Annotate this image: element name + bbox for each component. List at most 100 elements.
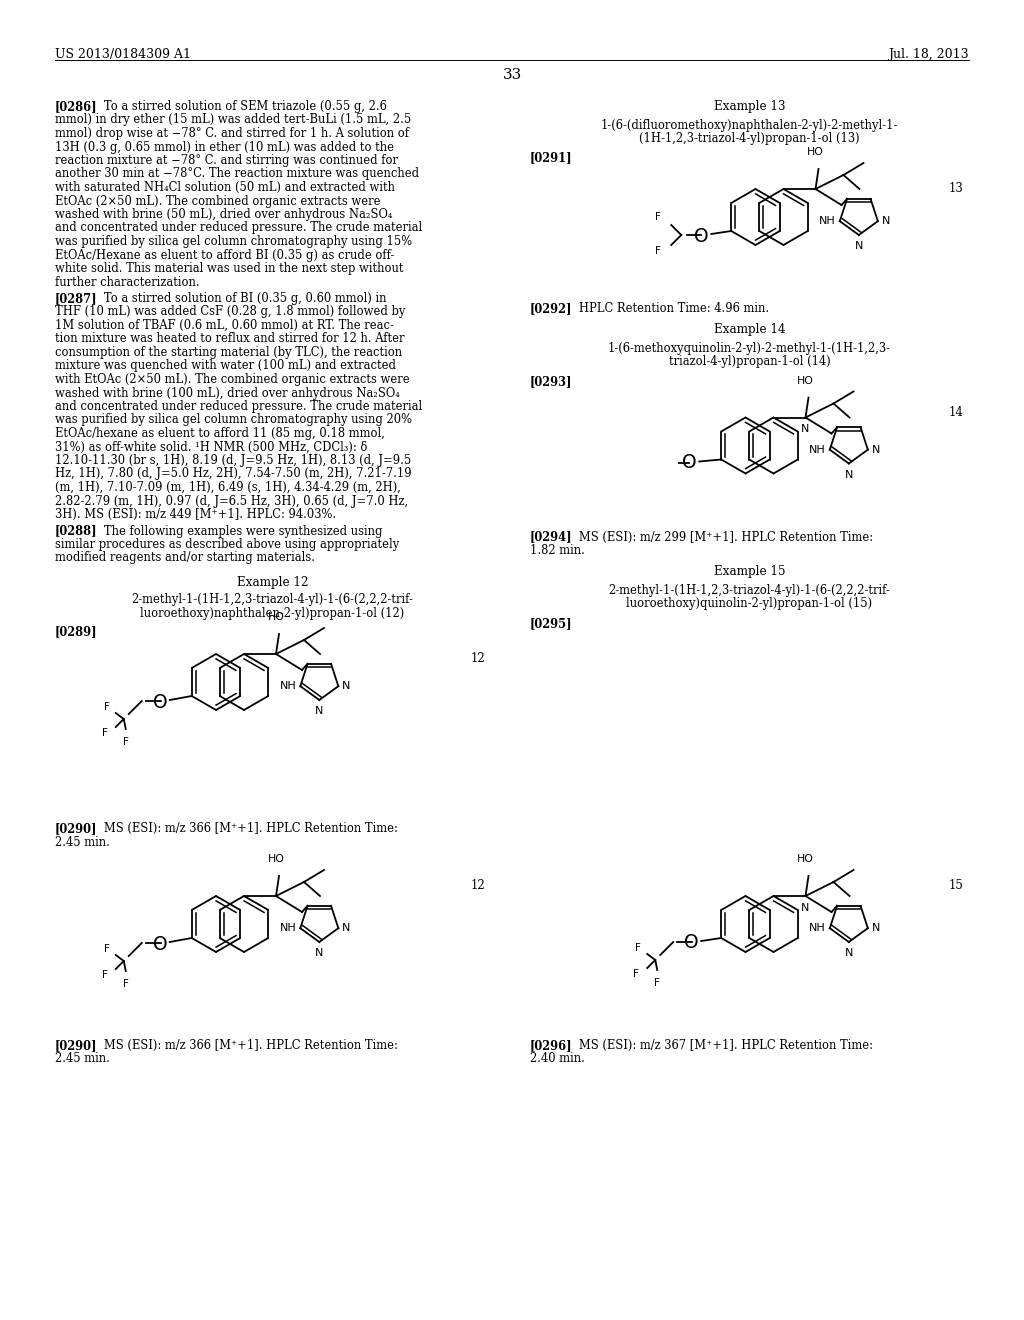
- Text: mixture was quenched with water (100 mL) and extracted: mixture was quenched with water (100 mL)…: [55, 359, 396, 372]
- Text: N: N: [315, 948, 324, 958]
- Text: F: F: [634, 969, 639, 979]
- Text: washed with brine (100 mL), dried over anhydrous Na₂SO₄: washed with brine (100 mL), dried over a…: [55, 387, 399, 400]
- Text: further characterization.: further characterization.: [55, 276, 200, 289]
- Text: N: N: [845, 470, 853, 479]
- Text: F: F: [123, 737, 129, 747]
- Text: [0294]: [0294]: [530, 531, 572, 544]
- Text: 3H). MS (ESI): m/z 449 [M⁺+1]. HPLC: 94.03%.: 3H). MS (ESI): m/z 449 [M⁺+1]. HPLC: 94.…: [55, 508, 336, 521]
- Text: N: N: [342, 681, 350, 692]
- Text: [0292]: [0292]: [530, 302, 572, 315]
- Text: consumption of the starting material (by TLC), the reaction: consumption of the starting material (by…: [55, 346, 402, 359]
- Text: was purified by silica gel column chromatography using 20%: was purified by silica gel column chroma…: [55, 413, 412, 426]
- Text: NH: NH: [809, 445, 825, 454]
- Text: F: F: [123, 979, 129, 989]
- Text: [0290]: [0290]: [55, 822, 97, 836]
- Text: Example 14: Example 14: [714, 323, 785, 337]
- Text: and concentrated under reduced pressure. The crude material: and concentrated under reduced pressure.…: [55, 222, 422, 235]
- Text: 33: 33: [503, 69, 521, 82]
- Text: O: O: [684, 933, 698, 953]
- Text: Example 15: Example 15: [714, 565, 785, 578]
- Text: white solid. This material was used in the next step without: white solid. This material was used in t…: [55, 261, 403, 275]
- Text: [0296]: [0296]: [530, 1039, 572, 1052]
- Text: EtOAc (2×50 mL). The combined organic extracts were: EtOAc (2×50 mL). The combined organic ex…: [55, 194, 381, 207]
- Text: modified reagents and/or starting materials.: modified reagents and/or starting materi…: [55, 552, 315, 565]
- Text: [0287]: [0287]: [55, 292, 97, 305]
- Text: [0288]: [0288]: [55, 524, 97, 537]
- Text: another 30 min at −78°C. The reaction mixture was quenched: another 30 min at −78°C. The reaction mi…: [55, 168, 419, 181]
- Text: 12: 12: [470, 879, 485, 892]
- Text: F: F: [101, 729, 108, 738]
- Text: [0295]: [0295]: [530, 616, 572, 630]
- Text: MS (ESI): m/z 299 [M⁺+1]. HPLC Retention Time:: MS (ESI): m/z 299 [M⁺+1]. HPLC Retention…: [568, 531, 873, 544]
- Text: HO: HO: [267, 854, 285, 865]
- Text: 1M solution of TBAF (0.6 mL, 0.60 mmol) at RT. The reac-: 1M solution of TBAF (0.6 mL, 0.60 mmol) …: [55, 319, 394, 333]
- Text: HO: HO: [807, 147, 824, 157]
- Text: F: F: [103, 702, 110, 711]
- Text: N: N: [801, 425, 809, 434]
- Text: F: F: [655, 246, 662, 256]
- Text: tion mixture was heated to reflux and stirred for 12 h. After: tion mixture was heated to reflux and st…: [55, 333, 404, 346]
- Text: EtOAc/hexane as eluent to afford 11 (85 mg, 0.18 mmol,: EtOAc/hexane as eluent to afford 11 (85 …: [55, 426, 385, 440]
- Text: similar procedures as described above using appropriately: similar procedures as described above us…: [55, 539, 399, 550]
- Text: reaction mixture at −78° C. and stirring was continued for: reaction mixture at −78° C. and stirring…: [55, 154, 398, 168]
- Text: mmol) drop wise at −78° C. and stirred for 1 h. A solution of: mmol) drop wise at −78° C. and stirred f…: [55, 127, 409, 140]
- Text: HPLC Retention Time: 4.96 min.: HPLC Retention Time: 4.96 min.: [568, 302, 769, 315]
- Text: F: F: [635, 942, 641, 953]
- Text: 13H (0.3 g, 0.65 mmol) in ether (10 mL) was added to the: 13H (0.3 g, 0.65 mmol) in ether (10 mL) …: [55, 140, 394, 153]
- Text: [0293]: [0293]: [530, 375, 572, 388]
- Text: Example 12: Example 12: [237, 576, 308, 589]
- Text: O: O: [154, 693, 168, 711]
- Text: HO: HO: [267, 612, 285, 622]
- Text: luoroethoxy)naphthalen-2-yl)propan-1-ol (12): luoroethoxy)naphthalen-2-yl)propan-1-ol …: [140, 607, 404, 620]
- Text: NH: NH: [809, 923, 825, 933]
- Text: N: N: [845, 948, 853, 958]
- Text: triazol-4-yl)propan-1-ol (14): triazol-4-yl)propan-1-ol (14): [669, 355, 830, 368]
- Text: with saturated NH₄Cl solution (50 mL) and extracted with: with saturated NH₄Cl solution (50 mL) an…: [55, 181, 395, 194]
- Text: O: O: [154, 935, 168, 953]
- Text: O: O: [682, 453, 696, 473]
- Text: 31%) as off-white solid. ¹H NMR (500 MHz, CDCl₃): δ: 31%) as off-white solid. ¹H NMR (500 MHz…: [55, 441, 368, 454]
- Text: F: F: [101, 970, 108, 979]
- Text: O: O: [693, 227, 709, 246]
- Text: [0286]: [0286]: [55, 100, 97, 114]
- Text: MS (ESI): m/z 366 [M⁺+1]. HPLC Retention Time:: MS (ESI): m/z 366 [M⁺+1]. HPLC Retention…: [93, 822, 398, 836]
- Text: MS (ESI): m/z 367 [M⁺+1]. HPLC Retention Time:: MS (ESI): m/z 367 [M⁺+1]. HPLC Retention…: [568, 1039, 873, 1052]
- Text: (m, 1H), 7.10-7.09 (m, 1H), 6.49 (s, 1H), 4.34-4.29 (m, 2H),: (m, 1H), 7.10-7.09 (m, 1H), 6.49 (s, 1H)…: [55, 480, 400, 494]
- Text: Hz, 1H), 7.80 (d, J=5.0 Hz, 2H), 7.54-7.50 (m, 2H), 7.21-7.19: Hz, 1H), 7.80 (d, J=5.0 Hz, 2H), 7.54-7.…: [55, 467, 412, 480]
- Text: was purified by silica gel column chromatography using 15%: was purified by silica gel column chroma…: [55, 235, 412, 248]
- Text: luoroethoxy)quinolin-2-yl)propan-1-ol (15): luoroethoxy)quinolin-2-yl)propan-1-ol (1…: [627, 598, 872, 610]
- Text: N: N: [855, 242, 863, 251]
- Text: 14: 14: [949, 405, 964, 418]
- Text: 2.45 min.: 2.45 min.: [55, 836, 110, 849]
- Text: 1-(6-(difluoromethoxy)naphthalen-2-yl)-2-methyl-1-: 1-(6-(difluoromethoxy)naphthalen-2-yl)-2…: [601, 119, 898, 132]
- Text: To a stirred solution of BI (0.35 g, 0.60 mmol) in: To a stirred solution of BI (0.35 g, 0.6…: [93, 292, 386, 305]
- Text: 12: 12: [470, 652, 485, 665]
- Text: 15: 15: [949, 879, 964, 892]
- Text: F: F: [103, 944, 110, 954]
- Text: [0291]: [0291]: [530, 152, 572, 165]
- Text: F: F: [655, 213, 662, 222]
- Text: The following examples were synthesized using: The following examples were synthesized …: [93, 524, 383, 537]
- Text: US 2013/0184309 A1: US 2013/0184309 A1: [55, 48, 191, 61]
- Text: NH: NH: [819, 216, 836, 226]
- Text: (1H-1,2,3-triazol-4-yl)propan-1-ol (13): (1H-1,2,3-triazol-4-yl)propan-1-ol (13): [639, 132, 860, 145]
- Text: Jul. 18, 2013: Jul. 18, 2013: [889, 48, 969, 61]
- Text: N: N: [315, 706, 324, 715]
- Text: MS (ESI): m/z 366 [M⁺+1]. HPLC Retention Time:: MS (ESI): m/z 366 [M⁺+1]. HPLC Retention…: [93, 1039, 398, 1052]
- Text: 2-methyl-1-(1H-1,2,3-triazol-4-yl)-1-(6-(2,2,2-trif-: 2-methyl-1-(1H-1,2,3-triazol-4-yl)-1-(6-…: [131, 594, 414, 606]
- Text: washed with brine (50 mL), dried over anhydrous Na₂SO₄: washed with brine (50 mL), dried over an…: [55, 209, 392, 220]
- Text: mmol) in dry ether (15 mL) was added tert-BuLi (1.5 mL, 2.5: mmol) in dry ether (15 mL) was added ter…: [55, 114, 412, 127]
- Text: NH: NH: [280, 923, 296, 933]
- Text: 1-(6-methoxyquinolin-2-yl)-2-methyl-1-(1H-1,2,3-: 1-(6-methoxyquinolin-2-yl)-2-methyl-1-(1…: [608, 342, 891, 355]
- Text: NH: NH: [280, 681, 296, 692]
- Text: [0290]: [0290]: [55, 1039, 97, 1052]
- Text: and concentrated under reduced pressure. The crude material: and concentrated under reduced pressure.…: [55, 400, 422, 413]
- Text: HO: HO: [797, 854, 814, 865]
- Text: 2-methyl-1-(1H-1,2,3-triazol-4-yl)-1-(6-(2,2,2-trif-: 2-methyl-1-(1H-1,2,3-triazol-4-yl)-1-(6-…: [608, 583, 891, 597]
- Text: with EtOAc (2×50 mL). The combined organic extracts were: with EtOAc (2×50 mL). The combined organ…: [55, 374, 410, 385]
- Text: N: N: [871, 445, 881, 454]
- Text: N: N: [342, 923, 350, 933]
- Text: Example 13: Example 13: [714, 100, 785, 114]
- Text: [0289]: [0289]: [55, 626, 97, 639]
- Text: To a stirred solution of SEM triazole (0.55 g, 2.6: To a stirred solution of SEM triazole (0…: [93, 100, 387, 114]
